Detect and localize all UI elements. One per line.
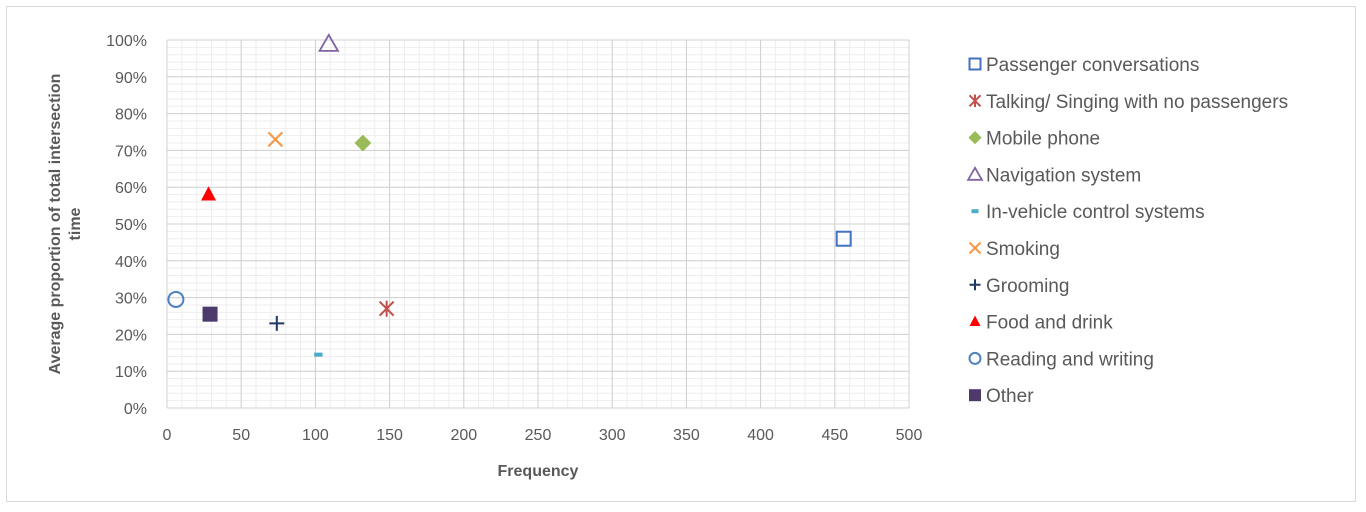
x-tick-label: 100 <box>302 427 329 444</box>
y-axis-title-line-1: Average proportion of total intersection <box>47 74 64 375</box>
legend-label: Passenger conversations <box>986 55 1199 76</box>
legend-marker <box>968 131 982 145</box>
legend-label: Reading and writing <box>986 349 1154 370</box>
legend-marker <box>966 165 984 181</box>
y-tick-label: 50% <box>115 217 147 234</box>
y-tick-label: 90% <box>115 70 147 87</box>
data-point <box>378 300 395 317</box>
data-point <box>269 315 285 331</box>
legend-item: Smoking <box>968 239 1060 260</box>
y-axis-title: Average proportion of total intersection… <box>47 74 84 375</box>
legend-item: Navigation system <box>966 165 1141 186</box>
legend-item: Reading and writing <box>968 349 1154 370</box>
x-axis-title: Frequency <box>498 463 579 480</box>
legend-item: Other <box>969 386 1034 407</box>
legend-marker <box>969 389 981 402</box>
x-tick-label: 0 <box>163 427 172 444</box>
y-tick-label: 60% <box>115 180 147 197</box>
data-point <box>167 290 185 308</box>
y-tick-label: 10% <box>115 364 147 381</box>
x-tick-label: 300 <box>599 427 626 444</box>
legend-item: Talking/ Singing with no passengers <box>968 92 1288 113</box>
legend-marker <box>968 241 982 255</box>
x-tick-label: 50 <box>232 427 250 444</box>
legend-label: Mobile phone <box>986 129 1100 150</box>
data-point <box>202 306 218 322</box>
legend-marker <box>969 315 981 326</box>
data-point <box>354 134 372 152</box>
x-tick-label: 250 <box>525 427 552 444</box>
y-tick-label: 100% <box>106 33 147 50</box>
x-tick-label: 400 <box>747 427 774 444</box>
y-tick-label: 30% <box>115 291 147 308</box>
legend-label: Navigation system <box>986 165 1141 186</box>
chart-frame <box>6 6 1356 502</box>
legend-label: In-vehicle control systems <box>986 202 1205 223</box>
major-gridlines <box>166 39 910 409</box>
x-tick-label: 350 <box>673 427 700 444</box>
data-point <box>314 352 323 357</box>
x-tick-label: 500 <box>896 427 923 444</box>
legend-item: Mobile phone <box>968 129 1100 150</box>
legend-label: Food and drink <box>986 313 1113 334</box>
legend-label: Talking/ Singing with no passengers <box>986 92 1288 113</box>
y-tick-label: 70% <box>115 143 147 160</box>
y-axis-tick-labels: 0% 10% 20% 30% 40% 50% 60% 70% 80% 90% 100% <box>106 33 147 418</box>
data-point <box>201 186 217 201</box>
x-tick-label: 150 <box>376 427 403 444</box>
legend-marker <box>968 351 982 365</box>
x-tick-label: 200 <box>450 427 477 444</box>
legend-marker <box>968 94 982 108</box>
y-tick-label: 80% <box>115 107 147 124</box>
legend-label: Other <box>986 386 1034 407</box>
legend-item: Food and drink <box>969 313 1113 334</box>
data-points <box>167 33 852 357</box>
legend-label: Grooming <box>986 276 1069 297</box>
y-tick-label: 0% <box>124 401 147 418</box>
legend-marker <box>968 57 982 71</box>
y-tick-label: 40% <box>115 254 147 271</box>
legend: Passenger conversations Talking/ Singing … <box>966 55 1288 407</box>
data-point <box>835 230 852 247</box>
legend-marker <box>969 279 981 291</box>
legend-item: Passenger conversations <box>968 55 1199 76</box>
x-tick-label: 450 <box>821 427 848 444</box>
y-tick-label: 20% <box>115 327 147 344</box>
x-axis-tick-labels: 0 50 100 150 200 250 300 350 400 450 500 <box>163 427 923 444</box>
legend-item: In-vehicle control systems <box>971 202 1205 223</box>
data-point <box>318 33 340 52</box>
y-axis-title-line-2: time <box>67 207 84 240</box>
legend-label: Smoking <box>986 239 1060 260</box>
data-point <box>267 131 284 148</box>
legend-item: Grooming <box>969 276 1069 297</box>
legend-marker <box>971 209 979 214</box>
